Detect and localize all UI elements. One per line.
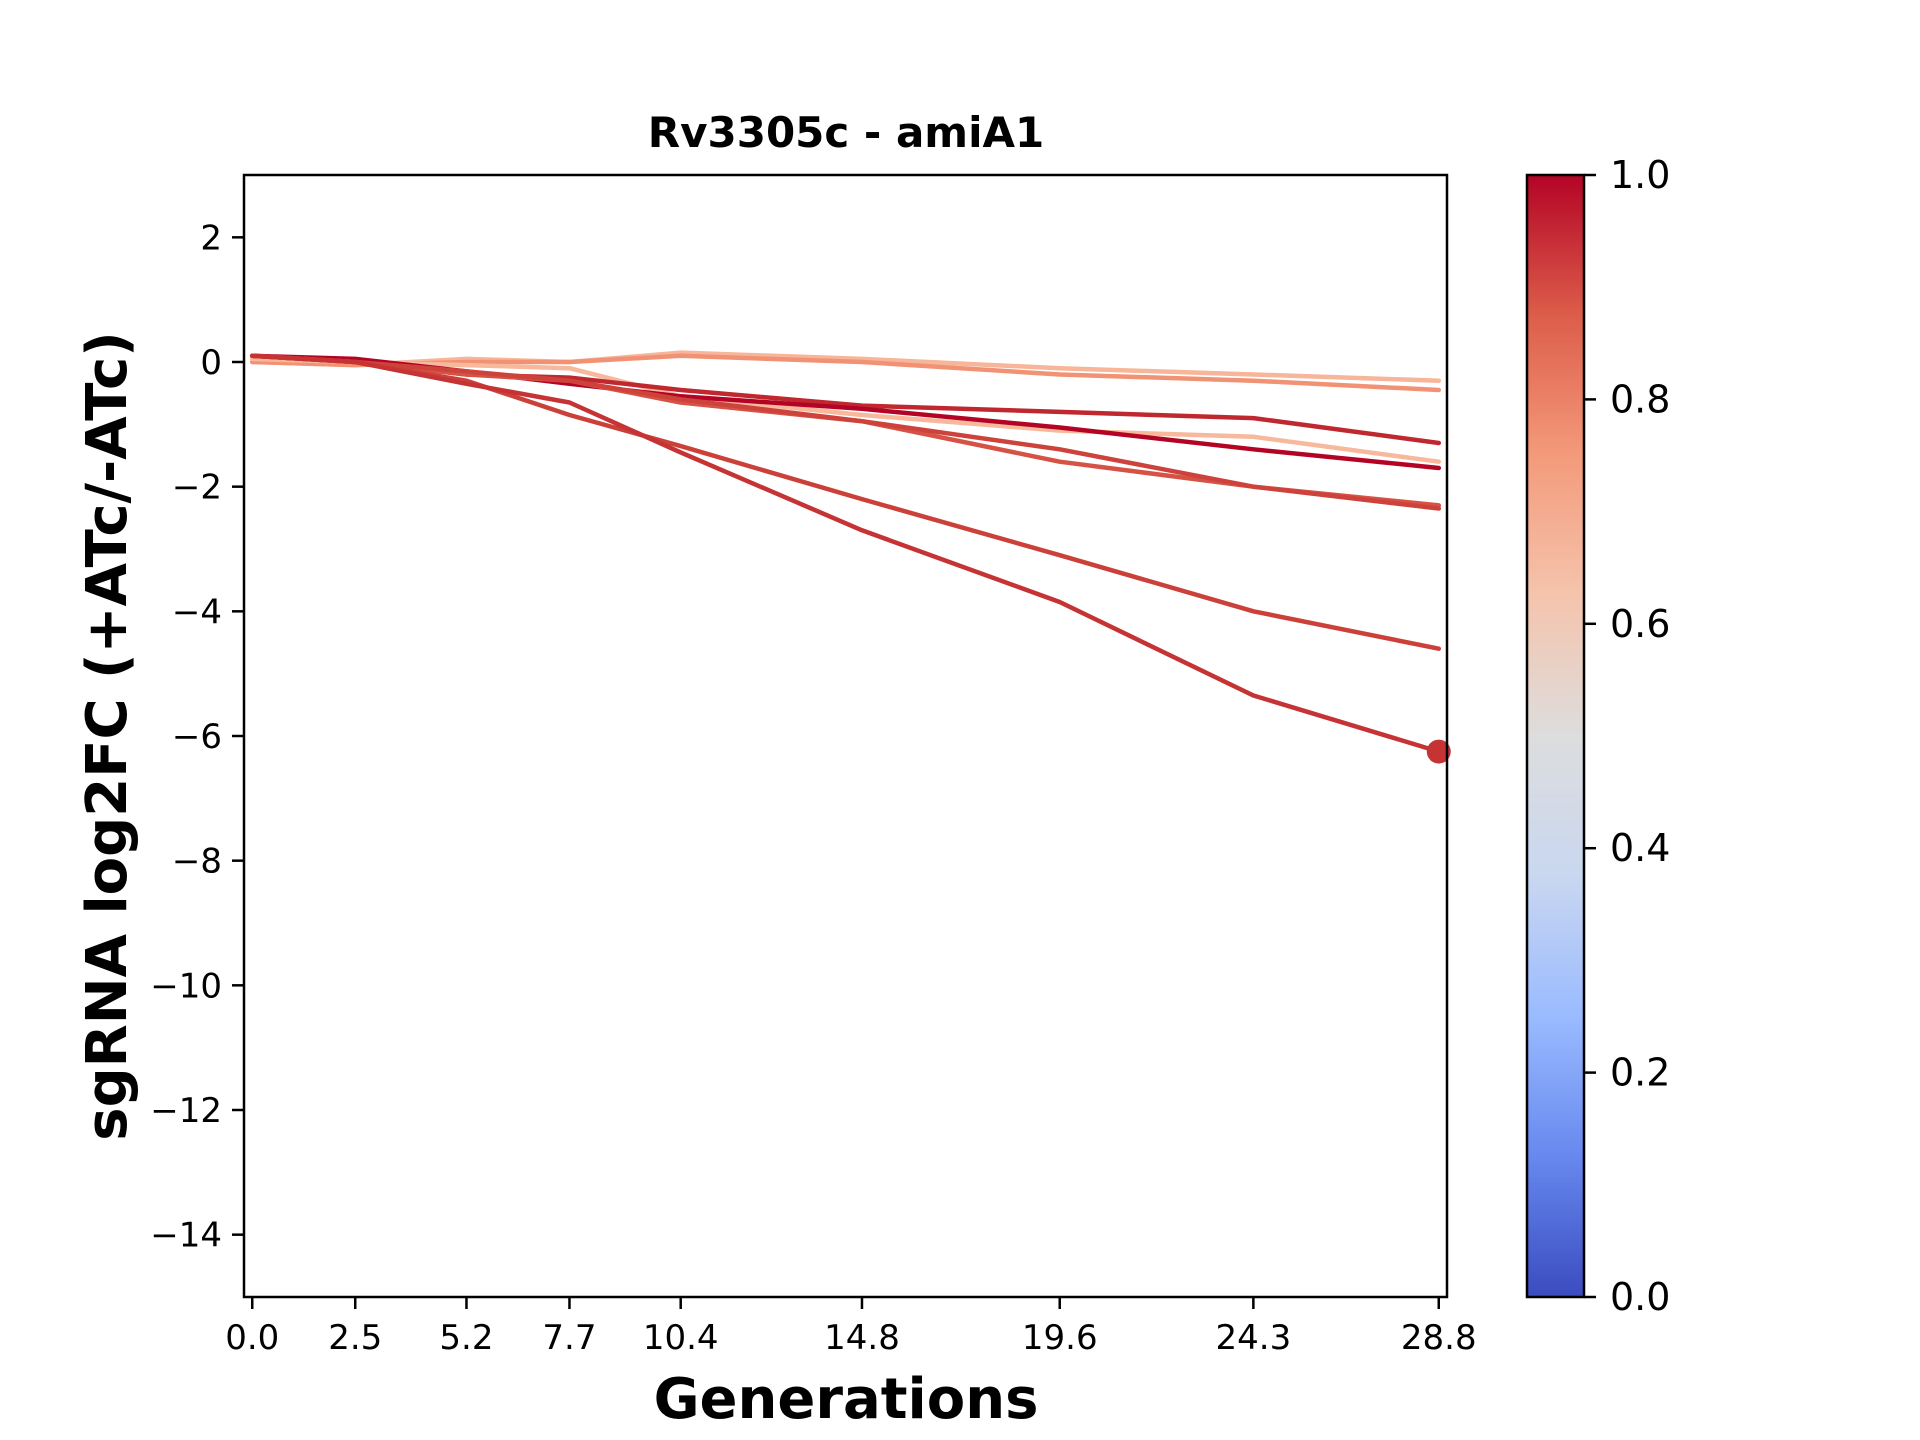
plot-frame <box>242 173 1449 1299</box>
y-axis-label: sgRNA log2FC (+ATc/-ATc) <box>75 331 140 1141</box>
x-tick-label: 14.8 <box>824 1318 900 1358</box>
series-line-7 <box>249 353 1442 511</box>
x-tick-label: 10.4 <box>643 1318 719 1358</box>
colorbar: 0.0 0.2 0.4 0.6 0.8 1.0 <box>1525 153 1670 1319</box>
y-tick-label: −2 <box>172 468 222 508</box>
colorbar-tick-label: 0.8 <box>1610 377 1670 421</box>
series-end-marker <box>1426 739 1451 764</box>
series-line-8 <box>249 353 1442 651</box>
x-tick-label: 0.0 <box>225 1318 279 1358</box>
colorbar-tick-label: 1.0 <box>1610 153 1670 197</box>
x-tick-label: 19.6 <box>1022 1318 1098 1358</box>
chart-title: Rv3305c - amiA1 <box>648 108 1044 157</box>
y-tick-label: −6 <box>172 717 222 757</box>
y-tick-label: 2 <box>200 218 222 258</box>
plot-area <box>249 350 1451 764</box>
y-tick-label: −8 <box>172 842 222 882</box>
y-tick-label: 0 <box>200 343 222 383</box>
y-axis: 2 0 −2 −4 −6 −8 −10 −12 −14 <box>150 218 244 1256</box>
x-tick-label: 7.7 <box>542 1318 596 1358</box>
colorbar-tick-label: 0.2 <box>1610 1051 1670 1095</box>
x-tick-label: 2.5 <box>328 1318 382 1358</box>
x-axis-label: Generations <box>654 1367 1039 1432</box>
series-line-9 <box>249 353 1442 754</box>
colorbar-tick-label: 0.0 <box>1610 1275 1670 1319</box>
y-tick-label: −12 <box>150 1091 222 1131</box>
x-tick-label: 28.8 <box>1401 1318 1477 1358</box>
y-tick-label: −4 <box>172 592 222 632</box>
colorbar-tick-label: 0.6 <box>1610 602 1670 646</box>
y-tick-label: −10 <box>150 966 222 1006</box>
colorbar-gradient <box>1525 173 1586 1299</box>
x-tick-label: 5.2 <box>439 1318 493 1358</box>
colorbar-tick-label: 0.4 <box>1610 826 1670 870</box>
x-axis: 0.0 2.5 5.2 7.7 10.4 14.8 19.6 24.3 28.8 <box>225 1297 1477 1358</box>
x-tick-label: 24.3 <box>1216 1318 1292 1358</box>
y-tick-label: −14 <box>150 1216 222 1256</box>
